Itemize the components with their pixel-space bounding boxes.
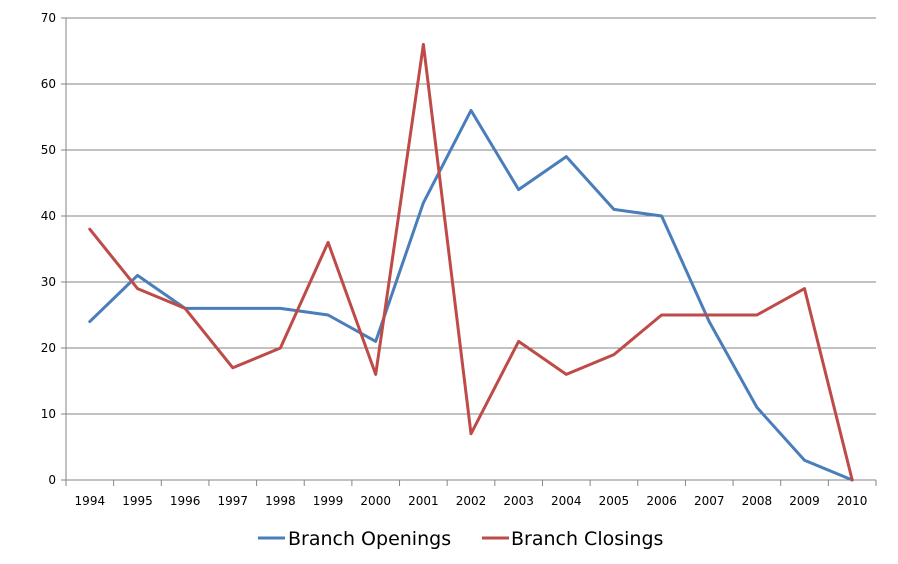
y-axis-ticks: 0 10 20 30 40 50 60 70 xyxy=(41,11,66,487)
y-tick-label: 60 xyxy=(41,77,56,91)
x-tick-label: 2004 xyxy=(551,494,582,508)
x-tick-label: 1996 xyxy=(170,494,201,508)
x-tick-label: 2009 xyxy=(789,494,820,508)
x-tick-label: 1999 xyxy=(313,494,344,508)
y-tick-label: 0 xyxy=(48,473,56,487)
y-tick-label: 40 xyxy=(41,209,56,223)
x-tick-label: 1997 xyxy=(217,494,248,508)
x-tick-label: 1998 xyxy=(265,494,296,508)
series-lines xyxy=(88,42,854,482)
y-tick-label: 50 xyxy=(41,143,56,157)
x-tick-label: 1994 xyxy=(75,494,106,508)
x-tick-label: 2007 xyxy=(694,494,725,508)
y-tick-label: 20 xyxy=(41,341,56,355)
x-tick-label: 2006 xyxy=(646,494,677,508)
x-tick-label: 2008 xyxy=(742,494,773,508)
x-tick-label: 2002 xyxy=(456,494,487,508)
legend-label: Branch Closings xyxy=(511,528,663,550)
x-tick-label: 1995 xyxy=(122,494,153,508)
legend-label: Branch Openings xyxy=(288,528,451,550)
y-tick-label: 70 xyxy=(41,11,56,25)
gridlines xyxy=(66,17,876,415)
x-tick-label: 2005 xyxy=(599,494,630,508)
x-tick-label: 2001 xyxy=(408,494,439,508)
x-axis-ticks: 1994 1995 1996 1997 1998 1999 2000 2001 2002 2003… xyxy=(65,480,877,508)
x-tick-label: 2003 xyxy=(503,494,534,508)
y-tick-label: 30 xyxy=(41,275,56,289)
y-tick-label: 10 xyxy=(41,407,56,421)
legend: Branch Openings Branch Closings xyxy=(258,528,663,550)
axes xyxy=(65,18,876,481)
x-tick-label: 2000 xyxy=(360,494,391,508)
x-tick-label: 2010 xyxy=(837,494,868,508)
